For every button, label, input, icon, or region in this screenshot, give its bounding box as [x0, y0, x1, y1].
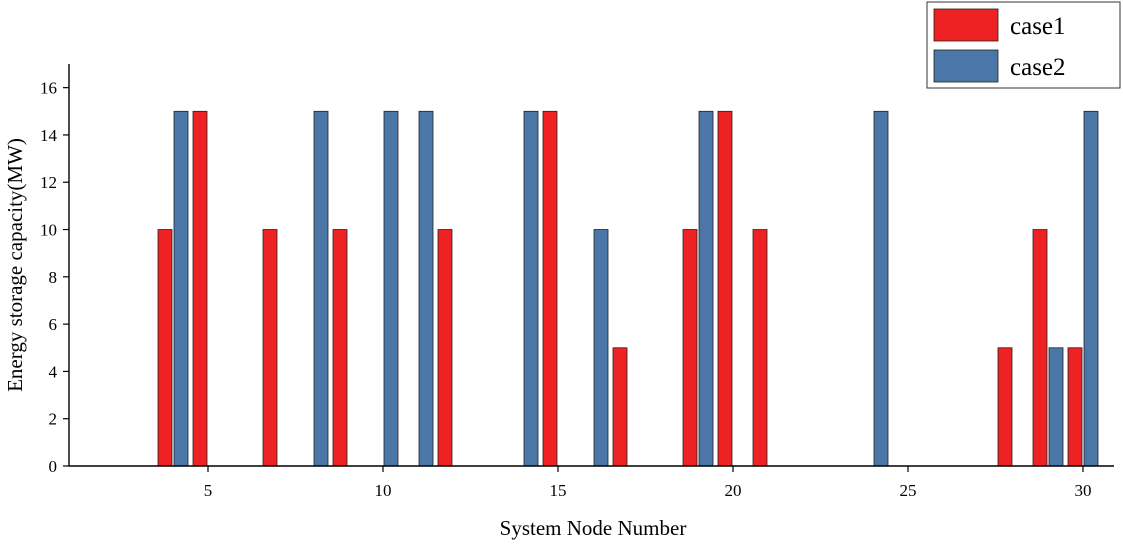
x-ticks: 5 10 15 20 25 30: [204, 466, 1092, 500]
bar-case1-node-29: [1032, 229, 1048, 467]
bar-case2-node-11: [418, 110, 434, 467]
bar-case2-node-4: [173, 110, 189, 467]
legend-label-case1: case1: [1010, 13, 1066, 40]
y-tick-label: 14: [40, 126, 58, 145]
y-tick-label: 8: [49, 268, 58, 287]
bar-case2-node-10: [383, 110, 399, 467]
y-tick-label: 16: [40, 79, 57, 98]
bar-case1-node-28: [997, 347, 1013, 467]
bar-case2-node-8: [313, 110, 329, 467]
bar-case1-node-17: [612, 347, 628, 467]
bar-case1-node-12: [437, 229, 453, 467]
legend: case1 case2: [926, 1, 1121, 89]
bar-case2-node-30: [1083, 110, 1099, 467]
x-tick-label: 15: [550, 481, 567, 500]
bar-case1-node-9: [332, 229, 348, 467]
legend-swatch-case2: [933, 49, 999, 83]
x-axis-title: System Node Number: [500, 516, 687, 540]
bar-case1-node-4: [157, 229, 173, 467]
bar-case1-node-5: [192, 110, 208, 467]
y-tick-label: 4: [49, 362, 58, 381]
x-tick-label: 5: [204, 481, 213, 500]
bar-case2-node-19: [698, 110, 714, 467]
y-tick-label: 0: [49, 457, 58, 476]
y-tick-label: 2: [49, 410, 58, 429]
bars-layer: [157, 110, 1099, 467]
bar-case1-node-19: [682, 229, 698, 467]
x-tick-label: 20: [725, 481, 742, 500]
y-tick-label: 12: [40, 173, 57, 192]
bar-case2-node-29: [1048, 347, 1064, 467]
bar-case1-node-7: [262, 229, 278, 467]
legend-swatch-case1: [933, 8, 999, 42]
bar-case2-node-24: [873, 110, 889, 467]
x-tick-label: 30: [1075, 481, 1092, 500]
bar-case2-node-16: [593, 229, 609, 467]
x-tick-label: 25: [900, 481, 917, 500]
bar-case1-node-15: [542, 110, 558, 467]
y-tick-label: 6: [49, 315, 58, 334]
y-tick-label: 10: [40, 221, 57, 240]
legend-label-case2: case2: [1010, 54, 1066, 81]
bar-case1-node-30: [1067, 347, 1083, 467]
x-tick-label: 10: [375, 481, 392, 500]
axes-layer: [68, 64, 1114, 467]
bar-case1-node-21: [752, 229, 768, 467]
y-ticks: 0 2 4 6 8 10 12 14 16: [40, 79, 69, 476]
bar-case1-node-20: [717, 110, 733, 467]
bar-case2-node-14: [523, 110, 539, 467]
y-axis-title: Energy storage capacity(MW): [3, 138, 27, 392]
